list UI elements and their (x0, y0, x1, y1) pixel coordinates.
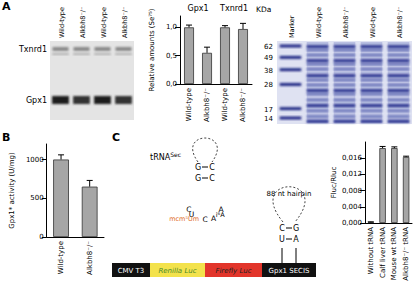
svg-text:Alkbh8⁻/⁻: Alkbh8⁻/⁻ (239, 88, 247, 122)
svg-text:G: G (195, 174, 201, 183)
svg-text:Txnrd1: Txnrd1 (18, 45, 47, 54)
svg-text:Alkbh8⁻/⁻: Alkbh8⁻/⁻ (86, 241, 94, 275)
svg-text:Gpx1: Gpx1 (26, 96, 47, 105)
svg-text:Relative amounts (Se⁷⁵): Relative amounts (Se⁷⁵) (148, 8, 156, 91)
svg-text:Wild-type: Wild-type (185, 88, 193, 121)
svg-text:Wild-type: Wild-type (315, 7, 323, 38)
svg-text:28: 28 (264, 81, 273, 89)
svg-text:A: A (293, 235, 299, 244)
svg-text:U: U (279, 235, 285, 244)
svg-text:1,0: 1,0 (166, 23, 177, 31)
svg-text:A: A (2, 0, 11, 13)
svg-text:C: C (209, 174, 215, 183)
svg-text:Gpx1 SECIS: Gpx1 SECIS (269, 267, 311, 275)
svg-text:0,004: 0,004 (342, 203, 363, 211)
svg-text:Mouse wt tRNA: Mouse wt tRNA (390, 227, 398, 280)
svg-text:17: 17 (264, 106, 273, 114)
svg-text:G: G (293, 224, 299, 233)
svg-text:0,000: 0,000 (342, 219, 362, 227)
svg-text:62: 62 (264, 43, 273, 51)
svg-text:Calf liver tRNA: Calf liver tRNA (379, 227, 387, 278)
svg-text:0,5: 0,5 (166, 52, 177, 60)
svg-text:B: B (2, 131, 10, 144)
svg-text:Wild-type: Wild-type (58, 7, 66, 38)
svg-text:0,008: 0,008 (342, 187, 362, 195)
svg-text:C: C (279, 224, 285, 233)
svg-text:88 nt hairpin: 88 nt hairpin (267, 190, 312, 198)
svg-text:tRNASec: tRNASec (150, 151, 181, 162)
svg-text:Renilla Luc: Renilla Luc (158, 267, 196, 275)
svg-text:CMV T3: CMV T3 (118, 267, 145, 275)
svg-text:mcm⁵Um: mcm⁵Um (169, 215, 199, 223)
svg-text:C: C (112, 131, 120, 144)
svg-text:Wild-type: Wild-type (221, 88, 229, 121)
svg-text:0,012: 0,012 (342, 170, 362, 178)
svg-text:38: 38 (264, 67, 273, 75)
svg-text:Alkbh8⁻/⁻: Alkbh8⁻/⁻ (203, 88, 211, 122)
svg-text:Alkbh8⁻/⁻: Alkbh8⁻/⁻ (342, 7, 350, 38)
svg-text:Without tRNA: Without tRNA (367, 227, 375, 274)
svg-text:KDa: KDa (256, 5, 271, 14)
svg-text:C: C (209, 163, 215, 172)
svg-text:0: 0 (39, 233, 43, 241)
svg-text:Wild-type: Wild-type (100, 7, 108, 38)
svg-text:Txnrd1: Txnrd1 (219, 4, 248, 13)
svg-text:G: G (195, 163, 201, 172)
svg-text:Fluc/Rluc: Fluc/Rluc (330, 166, 338, 198)
svg-text:Alkbh8⁻/⁻: Alkbh8⁻/⁻ (121, 7, 129, 38)
svg-text:49: 49 (264, 54, 273, 62)
svg-text:500: 500 (30, 194, 43, 202)
svg-text:A: A (219, 205, 225, 214)
svg-text:0,0: 0,0 (166, 80, 177, 88)
svg-text:Gpx1* activity (U/mg): Gpx1* activity (U/mg) (8, 152, 16, 229)
svg-text:Alkbh8⁻/⁻: Alkbh8⁻/⁻ (79, 7, 87, 38)
svg-text:Alkbh8⁻/⁻ tRNA: Alkbh8⁻/⁻ tRNA (402, 227, 410, 281)
svg-text:Wild-type: Wild-type (57, 241, 65, 274)
svg-text:Wild-type: Wild-type (369, 7, 377, 38)
svg-text:Gpx1: Gpx1 (187, 4, 208, 13)
svg-text:Alkbh8⁻/⁻: Alkbh8⁻/⁻ (396, 7, 404, 38)
svg-text:Firefly Luc: Firefly Luc (215, 267, 251, 275)
svg-text:1000: 1000 (26, 156, 44, 164)
svg-text:0,016: 0,016 (342, 154, 363, 162)
svg-text:C: C (202, 215, 207, 224)
svg-text:14: 14 (264, 115, 273, 123)
svg-text:Marker: Marker (288, 15, 296, 38)
